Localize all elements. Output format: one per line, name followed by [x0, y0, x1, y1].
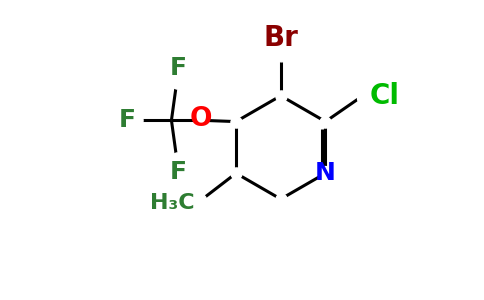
Text: Cl: Cl — [369, 82, 399, 110]
Text: O: O — [190, 106, 212, 132]
Text: H₃C: H₃C — [150, 193, 195, 213]
Text: F: F — [169, 56, 186, 80]
Text: N: N — [315, 161, 336, 185]
Text: F: F — [118, 108, 135, 132]
Text: Br: Br — [263, 24, 298, 52]
Text: F: F — [169, 160, 186, 184]
